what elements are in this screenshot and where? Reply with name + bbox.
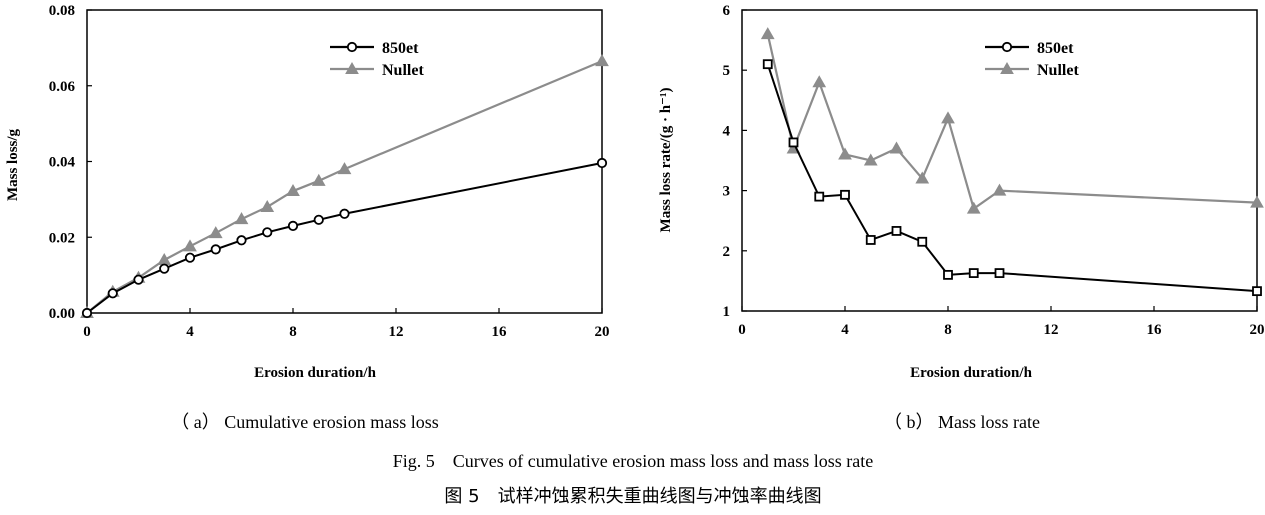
- data-point-850et: [891, 226, 902, 236]
- y-axis-label: Mass loss/g: [5, 128, 21, 201]
- y-tick-label: 0.08: [49, 3, 75, 19]
- x-tick-label: 4: [841, 322, 849, 338]
- figure-caption-english: Fig. 5 Curves of cumulative erosion mass…: [393, 451, 873, 471]
- data-point-nullet: [311, 173, 326, 186]
- series-line-nullet: [766, 33, 1258, 211]
- y-tick-label: 1: [723, 304, 731, 320]
- series-line-850et: [766, 63, 1258, 293]
- data-point-nullet: [337, 162, 352, 175]
- data-point-nullet: [260, 199, 275, 212]
- y-tick-label: 3: [723, 184, 731, 200]
- x-tick-label: 20: [595, 324, 610, 340]
- x-tick-label: 0: [738, 322, 746, 338]
- series-layer: [760, 27, 1264, 297]
- x-tick-label: 4: [186, 324, 194, 340]
- data-point-850et: [107, 288, 118, 299]
- data-point-nullet: [760, 27, 775, 40]
- data-point-850et: [1252, 286, 1262, 297]
- data-point-nullet: [812, 75, 827, 88]
- data-point-850et: [236, 235, 247, 246]
- y-tick-label: 0.04: [49, 155, 76, 171]
- data-point-850et: [339, 208, 350, 219]
- y-tick-label: 0.02: [49, 230, 75, 246]
- y-axis-label: Mass loss rate/(g · h⁻¹): [658, 88, 674, 233]
- data-point-850et: [917, 236, 928, 247]
- data-point-850et: [287, 220, 299, 231]
- data-point-nullet: [966, 201, 981, 214]
- y-tick-label: 4: [723, 123, 731, 139]
- data-point-850et: [210, 244, 221, 255]
- data-point-850et: [133, 274, 144, 285]
- axis-ticks: 0 4 8 12 16 20 0.00 0.02 0.04 0.06 0.08: [49, 3, 610, 340]
- legend-marker: [1000, 61, 1014, 74]
- data-point-nullet: [992, 183, 1007, 196]
- figure-caption-chinese: 图 5 试样冲蚀累积失重曲线图与冲蚀率曲线图: [444, 486, 821, 507]
- data-point-nullet: [838, 147, 852, 160]
- data-point-850et: [865, 235, 876, 245]
- y-tick-label: 0.00: [49, 306, 75, 322]
- x-tick-label: 12: [1044, 322, 1059, 338]
- data-point-850et: [814, 191, 825, 202]
- y-tick-label: 6: [723, 3, 731, 19]
- legend-marker: [345, 61, 359, 74]
- data-point-850et: [262, 227, 273, 238]
- legend-label: 850et: [1037, 40, 1074, 57]
- data-point-850et: [840, 189, 850, 200]
- data-point-nullet: [1250, 195, 1264, 208]
- x-tick-label: 12: [389, 324, 404, 340]
- data-point-nullet: [183, 239, 197, 252]
- data-point-850et: [994, 268, 1005, 278]
- x-axis-label: Erosion duration/h: [254, 365, 377, 381]
- subcaption-a: （ a） Cumulative erosion mass loss: [171, 412, 438, 432]
- data-point-nullet: [941, 111, 955, 124]
- data-point-850et: [184, 252, 196, 263]
- plot-frame: [741, 9, 1258, 312]
- y-tick-label: 0.06: [49, 79, 76, 95]
- data-point-nullet: [286, 184, 300, 197]
- data-point-850et: [159, 263, 170, 274]
- data-point-nullet: [234, 212, 249, 225]
- series-line-850et: [86, 162, 603, 314]
- y-tick-label: 5: [723, 63, 731, 79]
- data-point-nullet: [157, 252, 172, 265]
- data-point-850et: [762, 59, 773, 70]
- x-tick-label: 0: [83, 324, 91, 340]
- data-point-850et: [313, 214, 324, 225]
- x-tick-label: 8: [944, 322, 952, 338]
- data-point-850et: [596, 157, 608, 169]
- x-tick-label: 16: [1147, 322, 1163, 338]
- data-point-850et: [968, 268, 979, 278]
- legend-marker: [346, 41, 358, 53]
- series-line-nullet: [86, 60, 603, 314]
- y-tick-label: 2: [723, 244, 731, 260]
- data-point-nullet: [863, 153, 878, 166]
- chart-cumulative-mass-loss: 0 4 8 12 16 20 0.00 0.02 0.04 0.06 0.08 850et Nulle…: [5, 3, 610, 432]
- legend-label: Nullet: [382, 62, 424, 79]
- legend: 850et Nullet: [330, 40, 424, 79]
- series-layer: [80, 54, 609, 319]
- x-tick-label: 20: [1250, 322, 1265, 338]
- x-tick-label: 8: [289, 324, 297, 340]
- x-tick-label: 16: [492, 324, 508, 340]
- subcaption-b: （ b） Mass loss rate: [884, 412, 1040, 432]
- legend-marker: [1001, 41, 1013, 53]
- legend-label: Nullet: [1037, 62, 1079, 79]
- legend: 850et Nullet: [985, 40, 1079, 79]
- x-axis-label: Erosion duration/h: [910, 365, 1033, 381]
- data-point-850et: [943, 269, 953, 280]
- data-point-nullet: [208, 226, 223, 239]
- data-point-nullet: [915, 171, 930, 184]
- data-point-850et: [788, 137, 799, 148]
- data-point-nullet: [595, 54, 609, 67]
- legend-label: 850et: [382, 40, 419, 57]
- data-point-nullet: [889, 141, 904, 154]
- data-point-850et: [81, 307, 93, 319]
